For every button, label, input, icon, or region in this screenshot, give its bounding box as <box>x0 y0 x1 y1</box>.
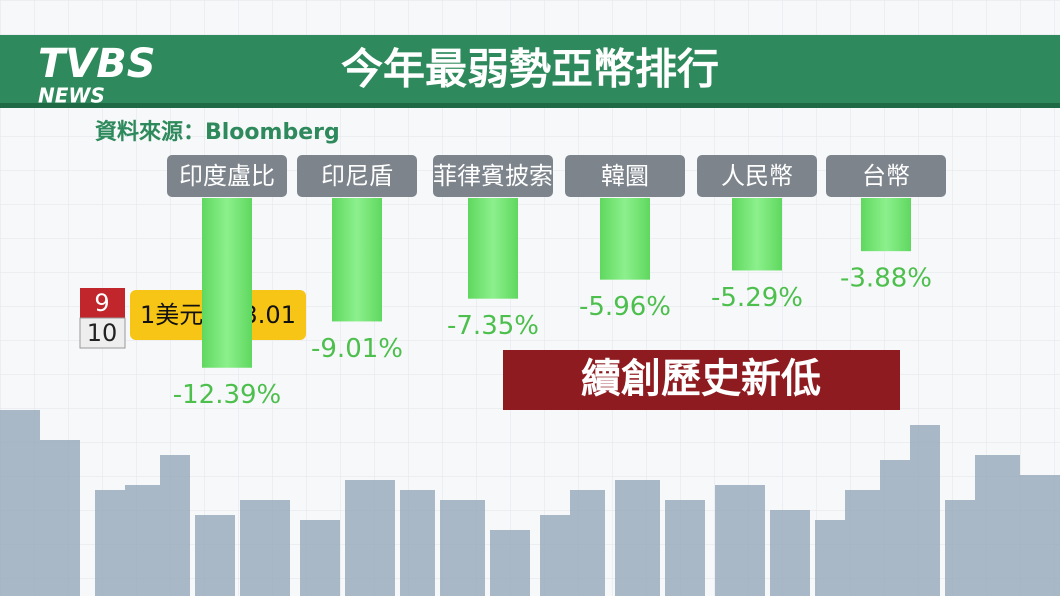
bar <box>332 198 382 322</box>
category-label: 菲律賓披索 <box>433 162 553 190</box>
bar <box>468 198 518 299</box>
callout-box <box>503 350 900 410</box>
category-box <box>433 155 553 197</box>
category-box <box>697 155 817 197</box>
title-bar-edge <box>0 103 1060 108</box>
category-box <box>826 155 946 197</box>
category-label: 台幣 <box>862 162 910 190</box>
logo: TVBS <box>38 41 156 87</box>
bar <box>600 198 650 280</box>
category-label: 印度盧比 <box>179 162 275 190</box>
category-label: 人民幣 <box>721 162 793 190</box>
category-box <box>167 155 287 197</box>
date-badge-bottom <box>79 317 126 349</box>
value-label: -9.01% <box>311 334 403 364</box>
callout: 續創歷史新低 <box>581 356 821 402</box>
skyline <box>0 410 1060 596</box>
value-label: -5.29% <box>711 283 803 313</box>
value-label: -7.35% <box>447 311 539 341</box>
bar <box>732 198 782 271</box>
value-label: -3.88% <box>840 264 932 294</box>
bar <box>861 198 911 252</box>
title-bar <box>0 35 1060 108</box>
date-month: 9 <box>94 289 109 317</box>
category-box <box>297 155 417 197</box>
date-badge-top <box>80 288 125 318</box>
value-label: -12.39% <box>173 380 282 410</box>
category-label: 韓圜 <box>601 162 649 190</box>
logo-sub: NEWS <box>38 84 105 108</box>
date-day: 10 <box>87 319 118 347</box>
category-label: 印尼盾 <box>321 162 393 190</box>
source: 資料來源：Bloomberg <box>95 119 340 145</box>
value-label: -5.96% <box>579 292 671 322</box>
chart-title: 今年最弱勢亞幣排行 <box>341 45 719 94</box>
category-box <box>565 155 685 197</box>
bar <box>202 198 252 368</box>
